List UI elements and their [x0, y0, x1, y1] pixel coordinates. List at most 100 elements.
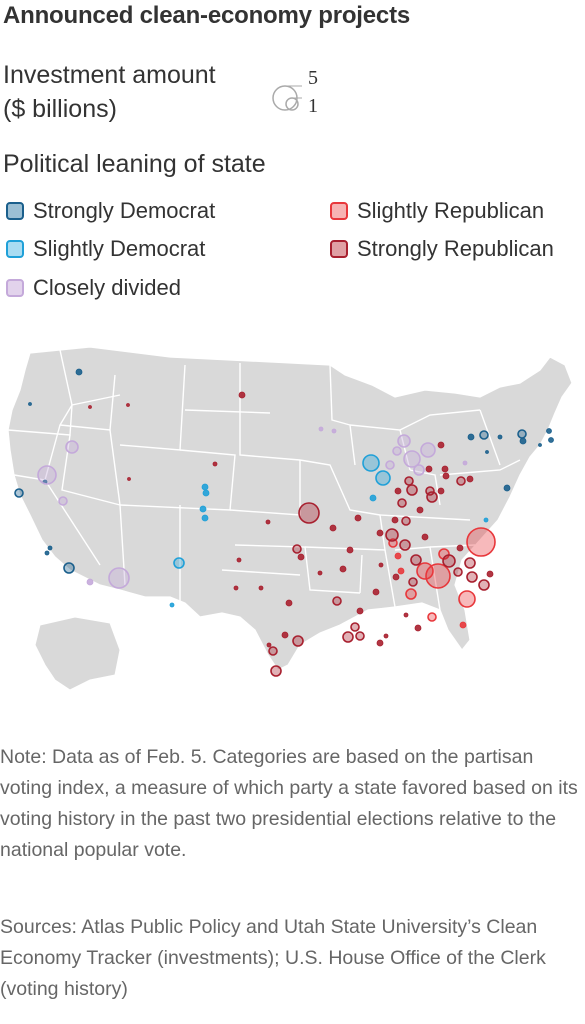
strongly-republican-project-dot [376, 529, 384, 537]
strongly-republican-project-dot [281, 631, 289, 639]
closely-divided-swatch [6, 279, 24, 297]
strongly-republican-project-dot [236, 557, 242, 563]
strongly-republican-project-dot [383, 633, 389, 639]
strongly-republican-project-dot [406, 484, 418, 496]
state-border-line [221, 569, 301, 576]
strongly-republican-project-dot [421, 533, 429, 541]
alaska-land [34, 616, 121, 691]
land [7, 346, 573, 671]
strongly-republican-project-dot [297, 553, 305, 561]
strongly-republican-project-dot [350, 622, 360, 632]
slightly-democrat-project-dot [201, 514, 209, 522]
slightly-republican-project-dot [466, 527, 496, 557]
strongly-republican-project-dot [394, 487, 402, 495]
size-legend-small-value: 1 [308, 95, 318, 117]
strongly-republican-project-dot [342, 631, 354, 643]
strongly-republican-project-dot [441, 465, 449, 473]
closely-divided-project-dot [86, 578, 94, 586]
legend-item-closely-divided: Closely divided [6, 275, 181, 301]
state-border-line [399, 409, 481, 431]
strongly-republican-project-dot [466, 571, 478, 583]
strongly-republican-project-dot [329, 524, 337, 532]
slightly-republican-project-dot [425, 563, 451, 589]
strongly-republican-project-dot [453, 567, 463, 577]
closely-divided-project-dot [318, 426, 324, 432]
strongly-republican-project-dot [437, 441, 445, 449]
strongly-republican-project-dot [378, 562, 384, 568]
strongly-democrat-project-dot [63, 562, 75, 574]
strongly-republican-project-dot [410, 554, 422, 566]
strongly-democrat-swatch [6, 202, 24, 220]
state-borders [7, 349, 521, 611]
strongly-republican-project-dot [456, 476, 466, 486]
slightly-democrat-project-dot [362, 454, 380, 472]
strongly-democrat-project-dot [538, 443, 542, 447]
strongly-republican-project-dot [442, 472, 450, 480]
slightly-republican-project-dot [397, 567, 405, 575]
strongly-republican-project-dot [478, 579, 490, 591]
legend-item-slightly-democrat: Slightly Democrat [6, 236, 205, 262]
closely-divided-project-dot [413, 464, 425, 476]
closely-divided-project-dot [397, 434, 411, 448]
note-text: Note: Data as of Feb. 5. Categories are … [0, 746, 578, 861]
strongly-republican-project-dot [346, 546, 354, 554]
strongly-republican-project-dot [317, 570, 323, 576]
slightly-republican-project-dot [459, 621, 467, 629]
legend-label: Slightly Democrat [33, 236, 206, 261]
closely-divided-project-dot [65, 440, 79, 454]
strongly-republican-project-dot [456, 544, 464, 552]
state-border-line [379, 514, 471, 521]
strongly-democrat-project-dot [47, 545, 53, 551]
strongly-republican-project-dot [401, 516, 411, 526]
closely-divided-project-dot [58, 496, 68, 506]
strongly-democrat-project-dot [548, 437, 554, 443]
strongly-democrat-project-dot [479, 430, 489, 440]
state-border-line [439, 459, 521, 476]
strongly-republican-swatch [330, 240, 348, 258]
strongly-republican-project-dot [126, 403, 130, 407]
legend-item-strongly-democrat: Strongly Democrat [6, 198, 215, 224]
investment-label-line2: ($ billions) [3, 95, 117, 123]
project-dots [14, 368, 554, 677]
slightly-democrat-project-dot [375, 470, 391, 486]
slightly-democrat-project-dot [202, 489, 210, 497]
strongly-republican-project-dot [385, 528, 399, 542]
state-border-line [61, 434, 121, 506]
slightly-republican-project-dot [394, 552, 402, 560]
strongly-democrat-project-dot [519, 437, 527, 445]
state-border-line [329, 364, 356, 466]
strongly-republican-project-dot [298, 502, 320, 524]
strongly-republican-project-dot [258, 585, 264, 591]
slightly-democrat-project-dot [173, 557, 185, 569]
slightly-republican-project-dot [416, 562, 434, 580]
legend-item-strongly-republican: Strongly Republican [330, 236, 554, 262]
strongly-republican-project-dot [399, 539, 411, 551]
us-map [7, 346, 573, 691]
strongly-republican-project-dot [426, 491, 438, 503]
strongly-republican-project-dot [292, 635, 304, 647]
legend-label: Strongly Republican [357, 236, 554, 261]
slightly-republican-project-dot [458, 590, 476, 608]
strongly-republican-project-dot [372, 588, 380, 596]
closely-divided-project-dot [37, 465, 57, 485]
strongly-democrat-project-dot [485, 450, 489, 454]
slightly-republican-project-dot [405, 588, 417, 600]
strongly-democrat-project-dot [75, 368, 83, 376]
closely-divided-project-dot [420, 442, 436, 458]
closely-divided-project-dot [392, 446, 402, 456]
size-legend-large-value: 5 [308, 67, 318, 89]
strongly-republican-project-dot [127, 477, 131, 481]
legend-label: Slightly Republican [357, 198, 545, 223]
strongly-democrat-project-dot [503, 484, 511, 492]
strongly-republican-project-dot [332, 596, 342, 606]
slightly-democrat-project-dot [199, 505, 207, 513]
closely-divided-project-dot [462, 460, 468, 466]
state-border-line [409, 469, 441, 506]
strongly-republican-project-dot [238, 391, 246, 399]
strongly-republican-project-dot [356, 607, 364, 615]
strongly-republican-project-dot [265, 519, 271, 525]
state-border-line [299, 459, 381, 516]
state-border-line [119, 449, 236, 511]
strongly-republican-project-dot [233, 585, 239, 591]
strongly-republican-project-dot [403, 612, 409, 618]
